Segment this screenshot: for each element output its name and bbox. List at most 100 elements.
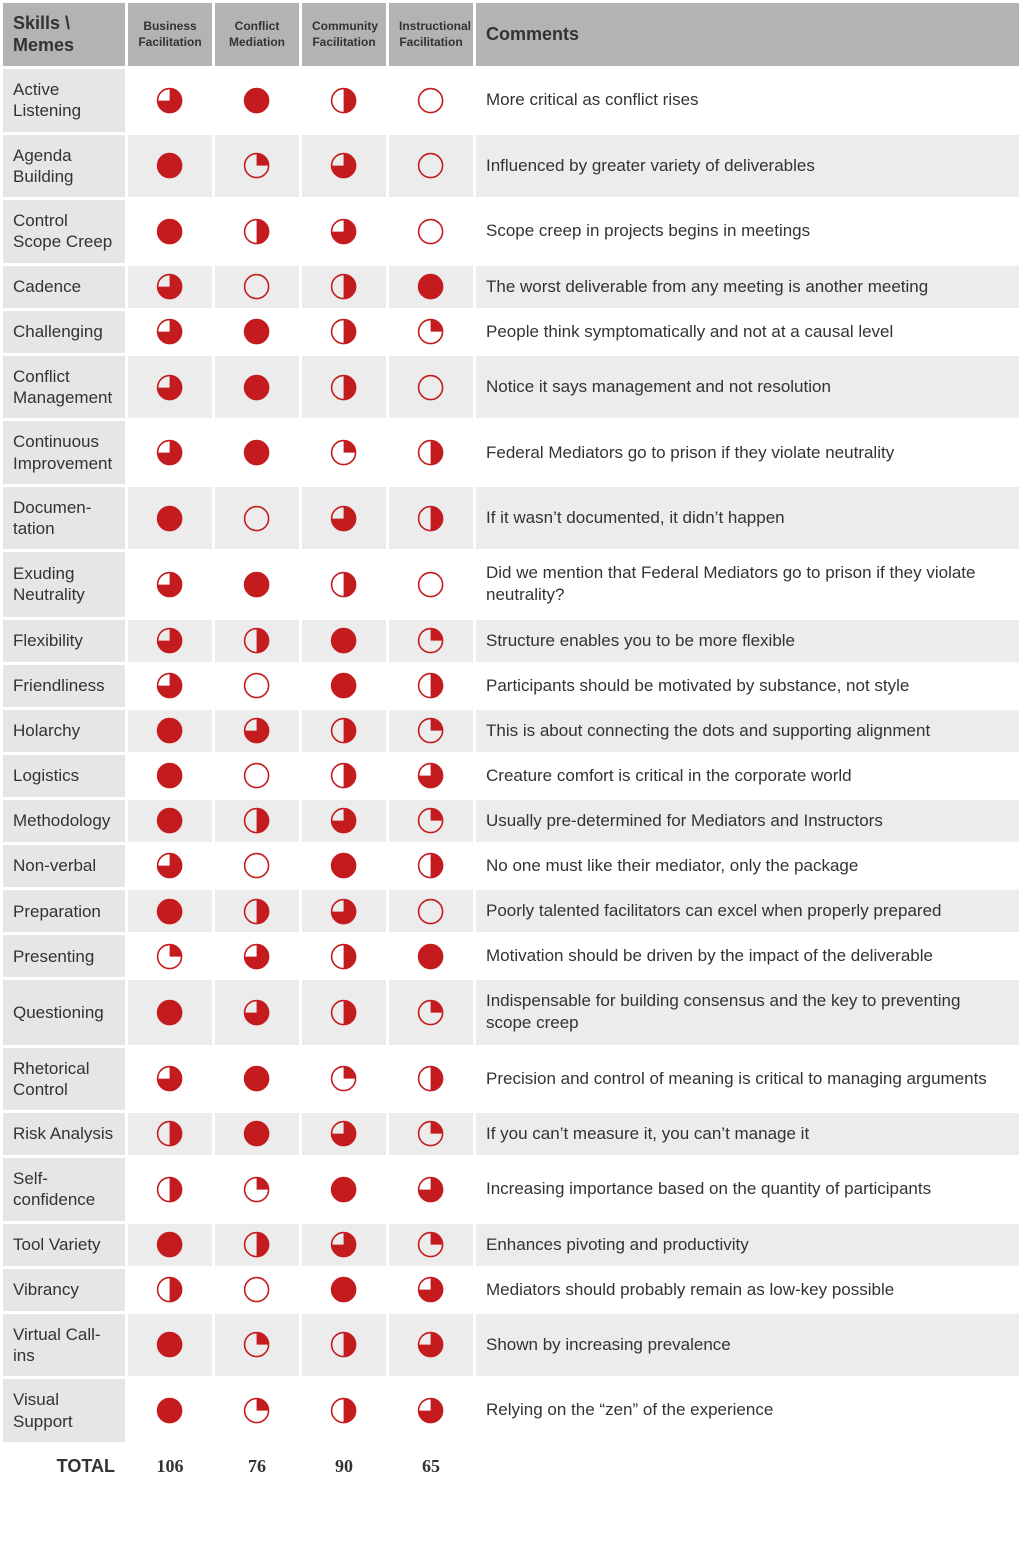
table-row: Challenging People think symptomatically… bbox=[2, 309, 1019, 354]
table-row: Tool Variety Enhances pivoting and produ… bbox=[2, 1222, 1019, 1267]
harvey-ball-icon bbox=[329, 942, 358, 971]
comment-cell: If it wasn’t documented, it didn’t happe… bbox=[475, 485, 1019, 551]
rating-cell bbox=[301, 1157, 388, 1223]
harvey-ball-icon bbox=[242, 851, 271, 880]
comment-cell: Indispensable for building consensus and… bbox=[475, 979, 1019, 1046]
harvey-ball-icon bbox=[329, 851, 358, 880]
table-row: Cadence The worst deliverable from any m… bbox=[2, 264, 1019, 309]
harvey-ball-icon bbox=[155, 1175, 184, 1204]
harvey-ball-icon bbox=[329, 1230, 358, 1259]
harvey-ball-icon bbox=[416, 373, 445, 402]
harvey-ball-icon bbox=[242, 1064, 271, 1093]
table-row: Preparation Poorly talented facilitators… bbox=[2, 889, 1019, 934]
rating-cell bbox=[388, 485, 475, 551]
table-row: Conflict Management Notice it says manag… bbox=[2, 354, 1019, 420]
rating-cell bbox=[301, 934, 388, 979]
harvey-ball-icon bbox=[416, 1064, 445, 1093]
harvey-ball-icon bbox=[329, 217, 358, 246]
harvey-ball-icon bbox=[329, 86, 358, 115]
comment-cell: Increasing importance based on the quant… bbox=[475, 1157, 1019, 1223]
rating-cell bbox=[214, 1222, 301, 1267]
skill-name: Tool Variety bbox=[2, 1222, 127, 1267]
harvey-ball-icon bbox=[416, 86, 445, 115]
comment-cell: Relying on the “zen” of the experience bbox=[475, 1378, 1019, 1444]
harvey-ball-icon bbox=[242, 942, 271, 971]
rating-cell bbox=[388, 889, 475, 934]
rating-cell bbox=[214, 663, 301, 708]
harvey-ball-icon bbox=[242, 438, 271, 467]
harvey-ball-icon bbox=[329, 897, 358, 926]
harvey-ball-icon bbox=[155, 1330, 184, 1359]
rating-cell bbox=[127, 264, 214, 309]
rating-cell bbox=[214, 708, 301, 753]
rating-cell bbox=[301, 420, 388, 486]
rating-cell bbox=[214, 1046, 301, 1112]
rating-cell bbox=[388, 420, 475, 486]
harvey-ball-icon bbox=[242, 570, 271, 599]
harvey-ball-icon bbox=[329, 1175, 358, 1204]
rating-cell bbox=[127, 551, 214, 618]
rating-cell bbox=[388, 1112, 475, 1157]
harvey-ball-icon bbox=[155, 851, 184, 880]
harvey-ball-icon bbox=[155, 998, 184, 1027]
table-row: Documen-tation If it wasn’t documented, … bbox=[2, 485, 1019, 551]
rating-cell bbox=[214, 420, 301, 486]
table-row: Control Scope Creep Scope creep in proje… bbox=[2, 199, 1019, 265]
harvey-ball-icon bbox=[155, 373, 184, 402]
skill-name: Continuous Improvement bbox=[2, 420, 127, 486]
rating-cell bbox=[388, 1157, 475, 1223]
rating-cell bbox=[301, 663, 388, 708]
comment-cell: Scope creep in projects begins in meetin… bbox=[475, 199, 1019, 265]
rating-cell bbox=[214, 199, 301, 265]
rating-cell bbox=[388, 264, 475, 309]
harvey-ball-icon bbox=[416, 504, 445, 533]
harvey-ball-icon bbox=[155, 1230, 184, 1259]
comment-cell: Did we mention that Federal Mediators go… bbox=[475, 551, 1019, 618]
rating-cell bbox=[127, 354, 214, 420]
comment-cell: Participants should be motivated by subs… bbox=[475, 663, 1019, 708]
table-row: Flexibility Structure enables you to be … bbox=[2, 618, 1019, 663]
harvey-ball-icon bbox=[242, 806, 271, 835]
comment-cell: No one must like their mediator, only th… bbox=[475, 844, 1019, 889]
harvey-ball-icon bbox=[155, 1119, 184, 1148]
harvey-ball-icon bbox=[416, 626, 445, 655]
harvey-ball-icon bbox=[155, 1396, 184, 1425]
total-label: TOTAL bbox=[2, 1443, 127, 1489]
table-row: Exuding Neutrality Did we mention that F… bbox=[2, 551, 1019, 618]
rating-cell bbox=[301, 68, 388, 134]
skills-matrix-table: Skills \ Memes Business Facilitation Con… bbox=[0, 0, 1019, 1490]
rating-cell bbox=[214, 133, 301, 199]
rating-cell bbox=[127, 1046, 214, 1112]
table-row: Methodology Usually pre-determined for M… bbox=[2, 798, 1019, 843]
harvey-ball-icon bbox=[155, 570, 184, 599]
comment-cell: Creature comfort is critical in the corp… bbox=[475, 753, 1019, 798]
rating-cell bbox=[388, 1267, 475, 1312]
harvey-ball-icon bbox=[329, 151, 358, 180]
header-row: Skills \ Memes Business Facilitation Con… bbox=[2, 2, 1019, 68]
rating-cell bbox=[301, 551, 388, 618]
harvey-ball-icon bbox=[155, 272, 184, 301]
harvey-ball-icon bbox=[329, 671, 358, 700]
harvey-ball-icon bbox=[416, 671, 445, 700]
harvey-ball-icon bbox=[329, 570, 358, 599]
harvey-ball-icon bbox=[242, 504, 271, 533]
harvey-ball-icon bbox=[155, 761, 184, 790]
harvey-ball-icon bbox=[329, 761, 358, 790]
rating-cell bbox=[127, 1312, 214, 1378]
table-row: Presenting Motivation should be driven b… bbox=[2, 934, 1019, 979]
comment-cell: Shown by increasing prevalence bbox=[475, 1312, 1019, 1378]
rating-cell bbox=[301, 979, 388, 1046]
comment-cell: Mediators should probably remain as low-… bbox=[475, 1267, 1019, 1312]
rating-cell bbox=[301, 264, 388, 309]
table-row: Questioning Indispensable for building c… bbox=[2, 979, 1019, 1046]
harvey-ball-icon bbox=[329, 1119, 358, 1148]
skill-name: Methodology bbox=[2, 798, 127, 843]
rating-cell bbox=[301, 1378, 388, 1444]
harvey-ball-icon bbox=[416, 272, 445, 301]
harvey-ball-icon bbox=[416, 1230, 445, 1259]
harvey-ball-icon bbox=[329, 504, 358, 533]
harvey-ball-icon bbox=[242, 761, 271, 790]
comment-cell: Enhances pivoting and productivity bbox=[475, 1222, 1019, 1267]
skill-name: Agenda Building bbox=[2, 133, 127, 199]
harvey-ball-icon bbox=[329, 1396, 358, 1425]
